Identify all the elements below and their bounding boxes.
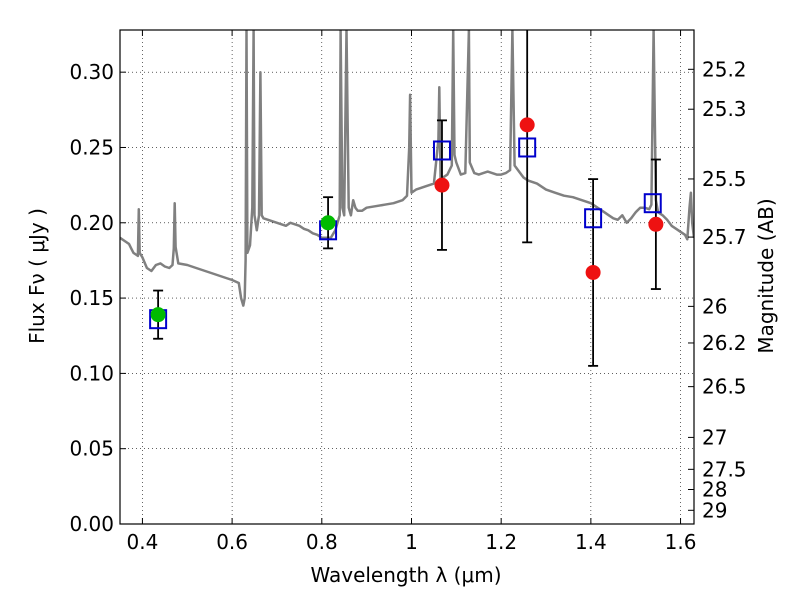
- mag-tick-label: 28: [702, 478, 727, 502]
- mag-tick-label: 27.5: [702, 457, 747, 481]
- mag-tick-label: 26: [702, 294, 727, 318]
- model-flux-marker: [432, 140, 451, 161]
- mag-tick-label: 26.5: [702, 375, 747, 399]
- y2-axis-label: Magnitude (AB): [754, 198, 778, 353]
- mag-tick-label: 25.5: [702, 167, 747, 191]
- observed-flux-marker: [320, 215, 336, 231]
- x-tick-label: 1.4: [575, 530, 607, 554]
- model-flux-marker: [518, 137, 537, 158]
- mag-tick-label: 26.2: [702, 331, 747, 355]
- observed-flux-marker: [150, 307, 166, 323]
- y-tick-label: 0.05: [69, 437, 114, 461]
- mag-tick-label: 27: [702, 425, 727, 449]
- axes: 0.4 0.6 0.8 1 1.2 1.4 1.6 0.00 0.05 0.10 0.15 0.20 0…: [69, 30, 747, 554]
- y-tick-label: 0.15: [69, 286, 114, 310]
- x-tick-label: 1.6: [665, 530, 697, 554]
- observed-flux-marker: [434, 177, 450, 193]
- model-flux-marker: [643, 193, 662, 214]
- plot-frame: [119, 29, 695, 525]
- plot-area: [120, 30, 694, 367]
- model-spectrum-line: [120, 30, 694, 307]
- y-tick-label: 0.00: [69, 512, 114, 536]
- x-tick-label: 0.4: [127, 530, 159, 554]
- y-axis-label: Flux Fν ( μJy ): [25, 208, 49, 344]
- grid-lines: [120, 30, 694, 525]
- y-tick-label: 0.25: [69, 135, 114, 159]
- mag-tick-label: 25.2: [702, 57, 747, 81]
- y-tick-label: 0.10: [69, 361, 114, 385]
- x-tick-label: 0.6: [216, 530, 248, 554]
- observed-flux-marker: [648, 216, 664, 232]
- y-tick-label: 0.20: [69, 211, 114, 235]
- mag-tick-label: 25.3: [702, 97, 747, 121]
- observed-flux-marker: [585, 264, 601, 280]
- x-tick-label: 1: [405, 530, 418, 554]
- model-flux-marker: [584, 208, 603, 229]
- mag-tick-label: 29: [702, 498, 727, 522]
- mag-tick-label: 25.7: [702, 225, 747, 249]
- x-tick-label: 0.8: [306, 530, 338, 554]
- x-tick-label: 1.2: [485, 530, 517, 554]
- x-axis-label: Wavelength λ (μm): [310, 563, 501, 587]
- observed-flux-marker: [519, 117, 535, 133]
- y-tick-label: 0.30: [69, 60, 114, 84]
